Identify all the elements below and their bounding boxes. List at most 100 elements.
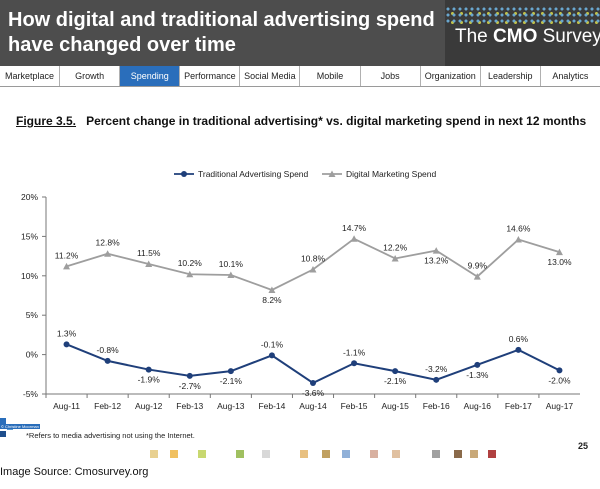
data-label: 8.2% — [262, 295, 282, 305]
stripe-square — [432, 450, 440, 458]
tab-mobile[interactable]: Mobile — [300, 66, 361, 86]
brand-name: The CMO Survey — [455, 26, 600, 47]
data-label: -2.1% — [220, 376, 243, 386]
data-point — [473, 273, 481, 280]
x-tick-label: Aug-12 — [135, 401, 163, 411]
figure-number: Figure 3.5. — [16, 114, 77, 128]
decorative-squares — [0, 418, 40, 437]
color-stripe — [150, 450, 496, 458]
data-label: 11.2% — [55, 250, 79, 260]
data-point — [227, 368, 234, 375]
data-label: -3.2% — [425, 364, 448, 374]
data-label: 12.8% — [96, 238, 121, 248]
data-point — [186, 270, 194, 278]
data-point — [392, 368, 399, 375]
tab-growth[interactable]: Growth — [60, 66, 121, 86]
x-tick-label: Aug-15 — [381, 401, 409, 411]
tab-marketplace[interactable]: Marketplace — [0, 66, 61, 86]
data-point — [104, 357, 111, 364]
stripe-square — [236, 450, 244, 458]
corner-square — [0, 418, 6, 424]
image-credit: Image Source: Cmosurvey.org — [0, 466, 149, 478]
data-label: 9.9% — [468, 261, 488, 271]
stripe-square — [322, 450, 330, 458]
page-number: 25 — [578, 441, 589, 451]
data-point — [350, 235, 358, 242]
footnote: *Refers to media advertising not using t… — [26, 431, 195, 440]
data-label: 12.2% — [383, 242, 408, 252]
x-tick-label: Aug-14 — [299, 401, 327, 411]
data-point — [433, 376, 440, 383]
data-label: -2.7% — [179, 381, 202, 391]
nav-tabs: Marketplace Growth Spending Performance Soci… — [0, 66, 600, 87]
brand-logo: The CMO Survey — [445, 0, 600, 66]
stripe-square — [470, 450, 478, 458]
data-label: -2.1% — [384, 376, 407, 386]
data-point — [268, 352, 275, 359]
x-tick-label: Feb-12 — [94, 401, 121, 411]
x-tick-label: Aug-13 — [217, 401, 245, 411]
tab-leadership[interactable]: Leadership — [481, 66, 541, 86]
stripe-square — [170, 450, 178, 458]
tab-organization[interactable]: Organization — [421, 66, 481, 86]
data-label: 14.7% — [342, 223, 367, 233]
x-tick-label: Feb-16 — [423, 401, 450, 411]
stripe-square — [150, 450, 158, 458]
data-point — [515, 346, 522, 353]
tab-jobs[interactable]: Jobs — [361, 66, 421, 86]
data-label: -3.6% — [302, 388, 325, 398]
copyright-text: © Christine Moorman — [1, 424, 39, 429]
data-label: 11.5% — [137, 248, 161, 258]
x-tick-label: Feb-13 — [176, 401, 203, 411]
data-point — [309, 265, 317, 273]
data-point — [514, 236, 522, 243]
legend-marker — [328, 170, 336, 177]
corner-square — [0, 431, 6, 437]
x-tick-label: Aug-16 — [464, 401, 492, 411]
y-tick-label: 20% — [21, 192, 38, 202]
y-tick-label: 15% — [21, 231, 38, 241]
data-label: 13.2% — [424, 256, 449, 266]
tab-performance[interactable]: Performance — [180, 66, 241, 86]
data-label: 10.8% — [301, 253, 326, 263]
tab-analytics[interactable]: Analytics — [552, 71, 589, 81]
figure-caption: Figure 3.5. Percent change in traditiona… — [16, 114, 586, 128]
data-point — [555, 248, 563, 256]
stripe-square — [300, 450, 308, 458]
tab-spending[interactable]: Spending — [120, 66, 181, 86]
data-point — [310, 379, 316, 386]
data-point — [186, 372, 193, 379]
data-point — [145, 366, 152, 373]
data-label: 1.3% — [57, 328, 77, 338]
data-label: 0.6% — [509, 334, 529, 344]
data-label: -1.1% — [343, 347, 366, 357]
page-title: How digital and traditional advertising … — [8, 9, 435, 56]
legend-label: Traditional Advertising Spend — [198, 169, 309, 179]
data-point — [474, 361, 481, 368]
x-tick-label: Feb-17 — [505, 401, 532, 411]
copyright-bar — [0, 424, 40, 429]
data-label: -1.3% — [466, 370, 489, 380]
y-tick-label: 0% — [26, 350, 39, 360]
data-point — [63, 262, 71, 270]
x-tick-label: Aug-17 — [546, 401, 574, 411]
figure-title: Percent change in traditional advertisin… — [86, 114, 587, 128]
data-label: 14.6% — [506, 224, 531, 234]
data-label: -1.9% — [138, 375, 161, 385]
stripe-square — [454, 450, 462, 458]
legend-label: Digital Marketing Spend — [346, 169, 437, 179]
brand-dot-pattern — [445, 6, 600, 24]
data-point — [268, 286, 276, 293]
stripe-square — [392, 450, 400, 458]
data-point — [432, 247, 440, 254]
x-tick-label: Feb-14 — [258, 401, 285, 411]
legend-marker — [181, 171, 187, 177]
tab-social-media[interactable]: Social Media — [240, 66, 301, 86]
data-label: -0.8% — [97, 345, 120, 355]
y-tick-label: -5% — [23, 389, 39, 399]
stripe-square — [198, 450, 206, 458]
data-point — [104, 250, 112, 257]
stripe-square — [370, 450, 378, 458]
stripe-square — [488, 450, 496, 458]
x-tick-label: Feb-15 — [341, 401, 368, 411]
